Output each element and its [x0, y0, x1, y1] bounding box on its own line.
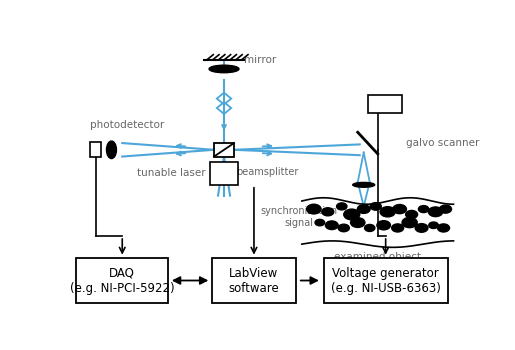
Text: mirror: mirror: [244, 55, 276, 64]
Circle shape: [393, 204, 406, 214]
Circle shape: [365, 224, 375, 231]
Ellipse shape: [107, 141, 116, 159]
Text: galvo scanner: galvo scanner: [406, 138, 479, 148]
Text: photodetector: photodetector: [90, 120, 165, 130]
Text: synchronization
signal: synchronization signal: [260, 206, 337, 228]
Bar: [76, 258, 168, 303]
Circle shape: [440, 205, 452, 213]
Circle shape: [377, 221, 390, 230]
Circle shape: [391, 224, 404, 232]
Bar: [210, 162, 238, 185]
Circle shape: [429, 222, 438, 229]
Text: LabView
software: LabView software: [229, 266, 279, 294]
Circle shape: [351, 218, 365, 228]
Text: DAQ
(e.g. NI-PCI-5922): DAQ (e.g. NI-PCI-5922): [70, 266, 175, 294]
Text: tunable laser: tunable laser: [138, 168, 206, 178]
Circle shape: [338, 224, 349, 232]
Circle shape: [428, 207, 443, 217]
Bar: [90, 142, 101, 157]
Bar: [214, 143, 234, 156]
Text: Voltage generator
(e.g. NI-USB-6363): Voltage generator (e.g. NI-USB-6363): [331, 266, 441, 294]
Circle shape: [306, 204, 321, 214]
Bar: [212, 258, 296, 303]
Circle shape: [357, 205, 370, 214]
Ellipse shape: [353, 182, 375, 187]
Circle shape: [380, 206, 395, 217]
Circle shape: [337, 203, 347, 210]
Text: beamsplitter: beamsplitter: [236, 167, 298, 177]
Circle shape: [402, 217, 417, 228]
Text: examined object: examined object: [334, 252, 421, 262]
Circle shape: [325, 221, 338, 230]
Ellipse shape: [209, 65, 239, 73]
Circle shape: [418, 205, 429, 212]
Bar: [368, 95, 402, 113]
Circle shape: [406, 210, 418, 218]
Circle shape: [415, 224, 428, 232]
Circle shape: [315, 219, 324, 226]
Circle shape: [370, 203, 381, 210]
Circle shape: [322, 208, 334, 216]
Bar: [324, 258, 448, 303]
Circle shape: [438, 224, 450, 232]
Circle shape: [344, 209, 359, 220]
